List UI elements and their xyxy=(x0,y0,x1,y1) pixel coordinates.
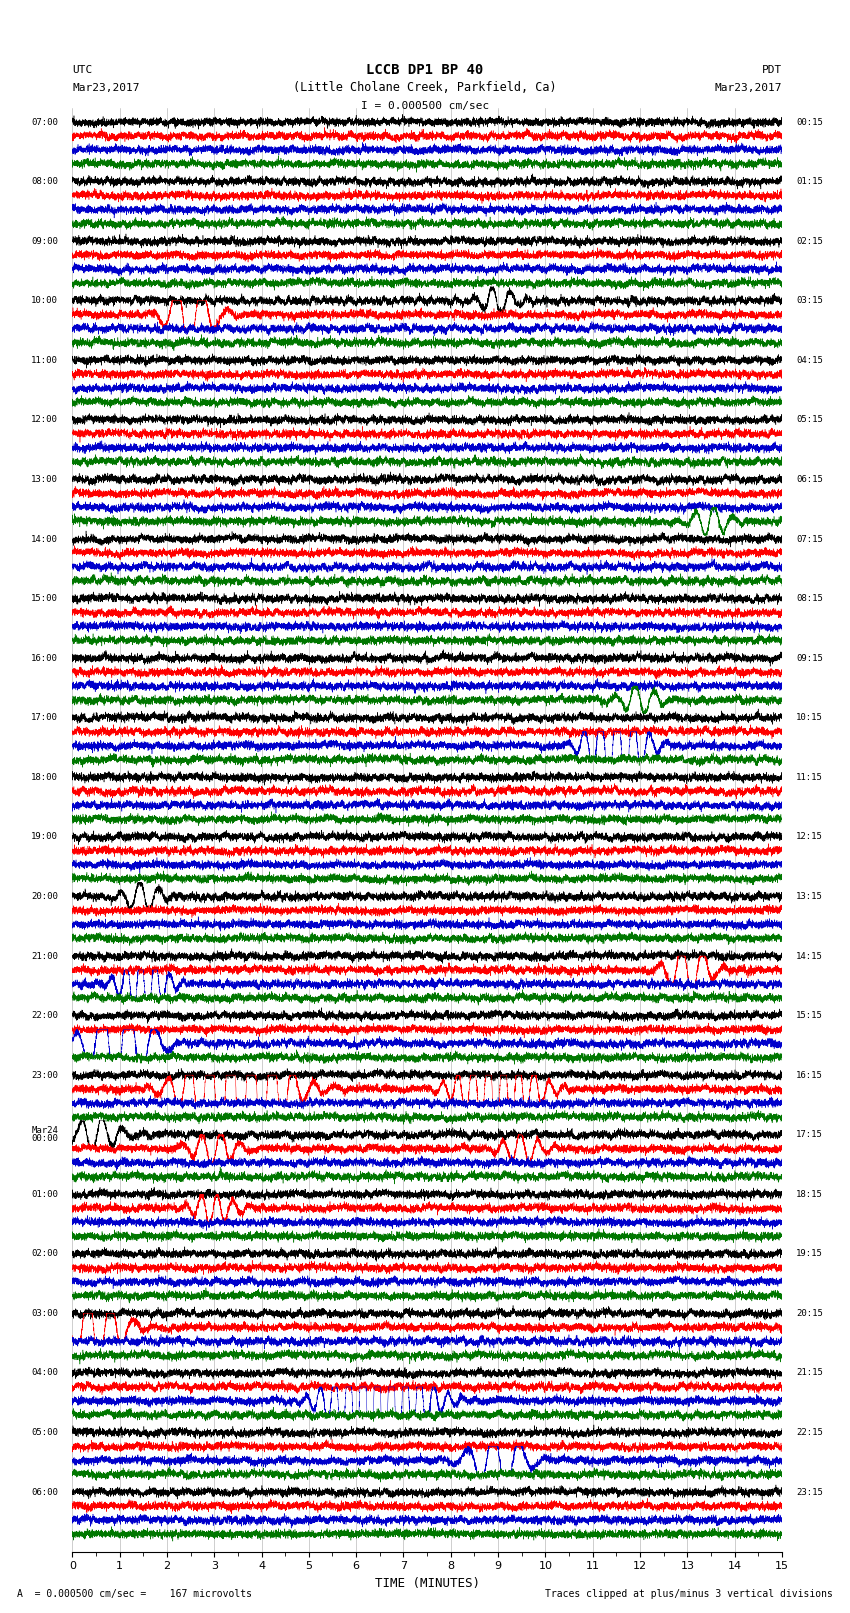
Text: Mar23,2017: Mar23,2017 xyxy=(72,82,139,94)
Text: 22:00: 22:00 xyxy=(31,1011,58,1019)
Text: 23:00: 23:00 xyxy=(31,1071,58,1079)
Text: Traces clipped at plus/minus 3 vertical divisions: Traces clipped at plus/minus 3 vertical … xyxy=(545,1589,833,1598)
Text: 16:00: 16:00 xyxy=(31,653,58,663)
Text: 21:00: 21:00 xyxy=(31,952,58,960)
Text: 00:00: 00:00 xyxy=(31,1134,58,1144)
Text: 22:15: 22:15 xyxy=(796,1428,823,1437)
Text: 15:15: 15:15 xyxy=(796,1011,823,1019)
Text: 20:15: 20:15 xyxy=(796,1308,823,1318)
Text: 17:00: 17:00 xyxy=(31,713,58,723)
Text: 11:15: 11:15 xyxy=(796,773,823,782)
Text: 17:15: 17:15 xyxy=(796,1131,823,1139)
X-axis label: TIME (MINUTES): TIME (MINUTES) xyxy=(375,1578,479,1590)
Text: Mar23,2017: Mar23,2017 xyxy=(715,82,782,94)
Text: I = 0.000500 cm/sec: I = 0.000500 cm/sec xyxy=(361,100,489,111)
Text: A  = 0.000500 cm/sec =    167 microvolts: A = 0.000500 cm/sec = 167 microvolts xyxy=(17,1589,252,1598)
Text: 01:00: 01:00 xyxy=(31,1190,58,1198)
Text: 05:00: 05:00 xyxy=(31,1428,58,1437)
Text: 09:15: 09:15 xyxy=(796,653,823,663)
Text: (Little Cholane Creek, Parkfield, Ca): (Little Cholane Creek, Parkfield, Ca) xyxy=(293,81,557,95)
Text: 19:15: 19:15 xyxy=(796,1250,823,1258)
Text: 08:15: 08:15 xyxy=(796,594,823,603)
Text: 04:15: 04:15 xyxy=(796,356,823,365)
Text: 13:00: 13:00 xyxy=(31,474,58,484)
Text: 01:15: 01:15 xyxy=(796,177,823,185)
Text: 12:00: 12:00 xyxy=(31,416,58,424)
Text: 12:15: 12:15 xyxy=(796,832,823,842)
Text: 00:15: 00:15 xyxy=(796,118,823,126)
Text: 14:00: 14:00 xyxy=(31,534,58,544)
Text: 18:00: 18:00 xyxy=(31,773,58,782)
Text: 07:15: 07:15 xyxy=(796,534,823,544)
Text: 03:00: 03:00 xyxy=(31,1308,58,1318)
Text: 20:00: 20:00 xyxy=(31,892,58,902)
Text: 21:15: 21:15 xyxy=(796,1368,823,1378)
Text: 10:15: 10:15 xyxy=(796,713,823,723)
Text: 18:15: 18:15 xyxy=(796,1190,823,1198)
Text: 02:15: 02:15 xyxy=(796,237,823,245)
Text: 15:00: 15:00 xyxy=(31,594,58,603)
Text: 11:00: 11:00 xyxy=(31,356,58,365)
Text: 23:15: 23:15 xyxy=(796,1487,823,1497)
Text: 10:00: 10:00 xyxy=(31,297,58,305)
Text: 19:00: 19:00 xyxy=(31,832,58,842)
Text: 06:15: 06:15 xyxy=(796,474,823,484)
Text: 08:00: 08:00 xyxy=(31,177,58,185)
Text: 16:15: 16:15 xyxy=(796,1071,823,1079)
Text: PDT: PDT xyxy=(762,65,782,76)
Text: 14:15: 14:15 xyxy=(796,952,823,960)
Text: Mar24: Mar24 xyxy=(31,1126,58,1136)
Text: UTC: UTC xyxy=(72,65,93,76)
Text: 02:00: 02:00 xyxy=(31,1250,58,1258)
Text: 09:00: 09:00 xyxy=(31,237,58,245)
Text: 03:15: 03:15 xyxy=(796,297,823,305)
Text: 13:15: 13:15 xyxy=(796,892,823,902)
Text: 04:00: 04:00 xyxy=(31,1368,58,1378)
Text: 05:15: 05:15 xyxy=(796,416,823,424)
Text: LCCB DP1 BP 40: LCCB DP1 BP 40 xyxy=(366,63,484,77)
Text: 06:00: 06:00 xyxy=(31,1487,58,1497)
Text: 07:00: 07:00 xyxy=(31,118,58,126)
